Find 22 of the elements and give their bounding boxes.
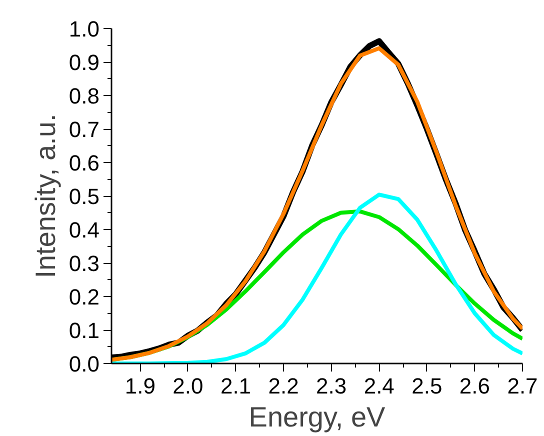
- x-tick-label: 2.4: [364, 374, 394, 398]
- x-axis-title: Energy, eV: [248, 402, 386, 432]
- x-tick-label: 2.3: [316, 374, 347, 398]
- y-tick-label: 0.7: [68, 117, 100, 142]
- y-tick-label: 0.9: [68, 50, 100, 75]
- x-tick-label: 2.5: [412, 374, 442, 398]
- y-tick-label: 0.8: [68, 84, 100, 108]
- y-tick-label: 0.4: [68, 218, 100, 242]
- x-tick-label: 1.9: [124, 374, 156, 398]
- y-tick-label: 0.1: [68, 318, 100, 343]
- y-axis-title: Intensity, a.u.: [30, 114, 61, 278]
- y-tick-label: 0.5: [68, 184, 100, 209]
- y-tick-label: 0.2: [68, 284, 100, 310]
- y-tick-label: 0.3: [68, 251, 100, 276]
- x-tick-label: 2.1: [220, 374, 252, 398]
- y-tick-label: 0.0: [68, 352, 100, 376]
- y-tick-label: 0.6: [68, 150, 100, 176]
- x-tick-label: 2.7: [507, 374, 538, 398]
- x-tick-label: 2.2: [268, 374, 299, 398]
- y-tick-label: 1.0: [68, 16, 100, 42]
- x-tick-label: 2.6: [459, 374, 490, 398]
- x-tick-label: 2.0: [172, 374, 204, 398]
